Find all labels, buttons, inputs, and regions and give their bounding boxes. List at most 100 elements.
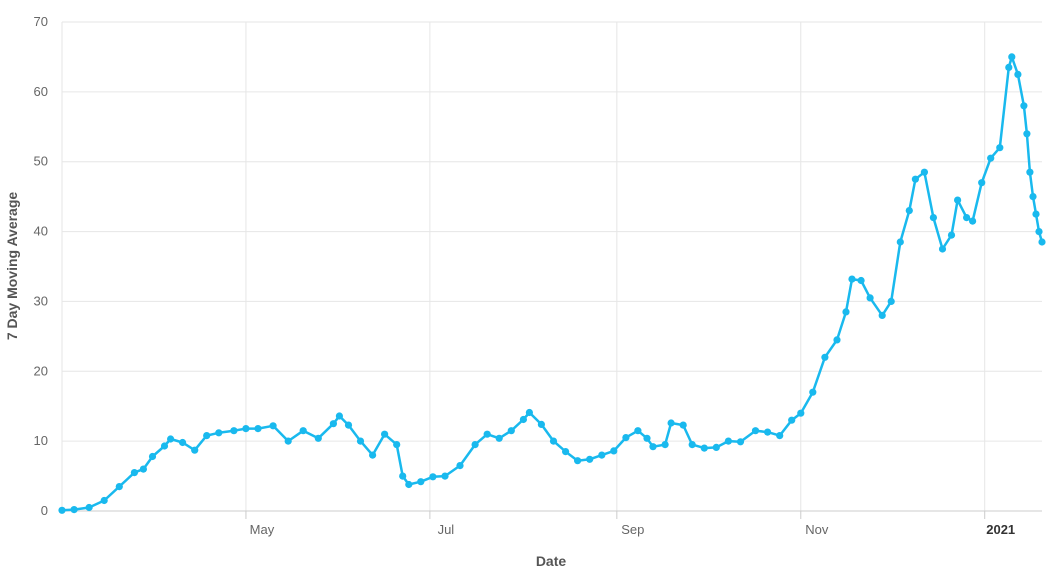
data-point[interactable] bbox=[417, 478, 425, 486]
data-point[interactable] bbox=[700, 444, 708, 452]
data-point[interactable] bbox=[978, 179, 986, 187]
data-point[interactable] bbox=[996, 144, 1004, 152]
data-point[interactable] bbox=[969, 217, 977, 225]
data-point[interactable] bbox=[788, 416, 796, 424]
data-point[interactable] bbox=[139, 465, 147, 473]
data-point[interactable] bbox=[369, 451, 377, 459]
data-point[interactable] bbox=[115, 483, 123, 491]
data-point[interactable] bbox=[1035, 228, 1043, 236]
data-point[interactable] bbox=[230, 427, 238, 435]
data-point[interactable] bbox=[284, 437, 292, 445]
data-point[interactable] bbox=[441, 472, 449, 480]
data-point[interactable] bbox=[130, 469, 138, 477]
data-point[interactable] bbox=[848, 275, 856, 283]
data-point[interactable] bbox=[920, 168, 929, 176]
data-point[interactable] bbox=[679, 421, 687, 429]
data-point[interactable] bbox=[622, 434, 630, 442]
data-point[interactable] bbox=[764, 428, 772, 436]
data-point[interactable] bbox=[857, 276, 865, 285]
data-point[interactable] bbox=[1026, 168, 1034, 176]
data-point[interactable] bbox=[896, 238, 904, 246]
data-point[interactable] bbox=[429, 473, 437, 481]
data-point[interactable] bbox=[963, 214, 971, 222]
data-point[interactable] bbox=[905, 207, 913, 215]
data-point[interactable] bbox=[1005, 63, 1013, 71]
data-point[interactable] bbox=[1020, 102, 1028, 110]
data-point[interactable] bbox=[100, 496, 108, 505]
data-point[interactable] bbox=[1032, 210, 1040, 218]
data-point[interactable] bbox=[344, 421, 353, 429]
data-point[interactable] bbox=[525, 408, 534, 417]
data-point[interactable] bbox=[634, 427, 642, 435]
data-point[interactable] bbox=[507, 427, 515, 435]
y-tick-label: 50 bbox=[34, 154, 48, 169]
data-point[interactable] bbox=[987, 154, 995, 162]
data-point[interactable] bbox=[751, 427, 760, 435]
data-point[interactable] bbox=[586, 455, 594, 463]
data-point[interactable] bbox=[574, 457, 582, 465]
data-point[interactable] bbox=[483, 430, 491, 438]
data-point[interactable] bbox=[549, 437, 558, 445]
data-point[interactable] bbox=[399, 472, 407, 480]
data-point[interactable] bbox=[254, 425, 262, 433]
data-point[interactable] bbox=[947, 231, 956, 239]
data-point[interactable] bbox=[70, 506, 78, 514]
data-point[interactable] bbox=[954, 196, 962, 204]
data-point[interactable] bbox=[381, 430, 389, 438]
data-point[interactable] bbox=[938, 245, 947, 253]
data-point[interactable] bbox=[598, 451, 606, 459]
data-point[interactable] bbox=[456, 462, 464, 470]
data-point[interactable] bbox=[1023, 130, 1031, 138]
data-point[interactable] bbox=[85, 503, 93, 512]
data-point[interactable] bbox=[148, 452, 157, 461]
data-point[interactable] bbox=[215, 429, 223, 437]
data-point[interactable] bbox=[356, 437, 365, 445]
data-point[interactable] bbox=[299, 427, 307, 435]
data-point[interactable] bbox=[724, 437, 733, 445]
data-point[interactable] bbox=[736, 438, 745, 446]
data-point[interactable] bbox=[191, 446, 199, 454]
data-point[interactable] bbox=[911, 175, 920, 183]
data-point[interactable] bbox=[160, 442, 169, 450]
data-point[interactable] bbox=[58, 506, 66, 514]
data-point[interactable] bbox=[929, 214, 938, 222]
data-point[interactable] bbox=[269, 422, 277, 430]
data-point[interactable] bbox=[842, 308, 850, 316]
data-point[interactable] bbox=[833, 336, 841, 344]
data-point[interactable] bbox=[809, 388, 817, 396]
data-point[interactable] bbox=[797, 409, 805, 417]
data-point[interactable] bbox=[167, 435, 175, 443]
x-tick-labels: May Jul Sep Nov 2021 bbox=[250, 522, 1016, 537]
data-point[interactable] bbox=[537, 420, 546, 428]
data-point[interactable] bbox=[866, 294, 874, 302]
data-point[interactable] bbox=[688, 441, 696, 449]
data-point[interactable] bbox=[887, 297, 895, 305]
data-point[interactable] bbox=[405, 480, 413, 489]
data-point[interactable] bbox=[179, 438, 187, 447]
data-point[interactable] bbox=[314, 434, 322, 442]
data-point[interactable] bbox=[495, 434, 503, 442]
data-point[interactable] bbox=[643, 434, 651, 442]
data-point[interactable] bbox=[1008, 53, 1016, 61]
data-point[interactable] bbox=[712, 443, 720, 451]
data-point[interactable] bbox=[1014, 70, 1022, 78]
data-point[interactable] bbox=[471, 441, 479, 449]
data-point[interactable] bbox=[203, 432, 211, 440]
data-point[interactable] bbox=[242, 425, 250, 433]
data-point[interactable] bbox=[667, 419, 675, 427]
data-point[interactable] bbox=[649, 443, 657, 451]
data-point[interactable] bbox=[610, 447, 618, 455]
data-point[interactable] bbox=[821, 353, 829, 361]
data-point[interactable] bbox=[329, 420, 337, 428]
data-point[interactable] bbox=[661, 441, 669, 449]
data-point[interactable] bbox=[1029, 193, 1037, 201]
x-tick-label: Nov bbox=[805, 522, 829, 537]
data-point[interactable] bbox=[776, 432, 784, 440]
data-point[interactable] bbox=[878, 311, 886, 319]
data-point[interactable] bbox=[519, 415, 528, 424]
data-point[interactable] bbox=[1038, 238, 1046, 246]
data-point[interactable] bbox=[335, 412, 343, 420]
data-point[interactable] bbox=[562, 448, 570, 456]
data-point[interactable] bbox=[393, 441, 401, 449]
